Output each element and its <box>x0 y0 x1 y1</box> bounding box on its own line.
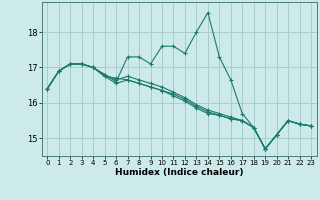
X-axis label: Humidex (Indice chaleur): Humidex (Indice chaleur) <box>115 168 244 177</box>
